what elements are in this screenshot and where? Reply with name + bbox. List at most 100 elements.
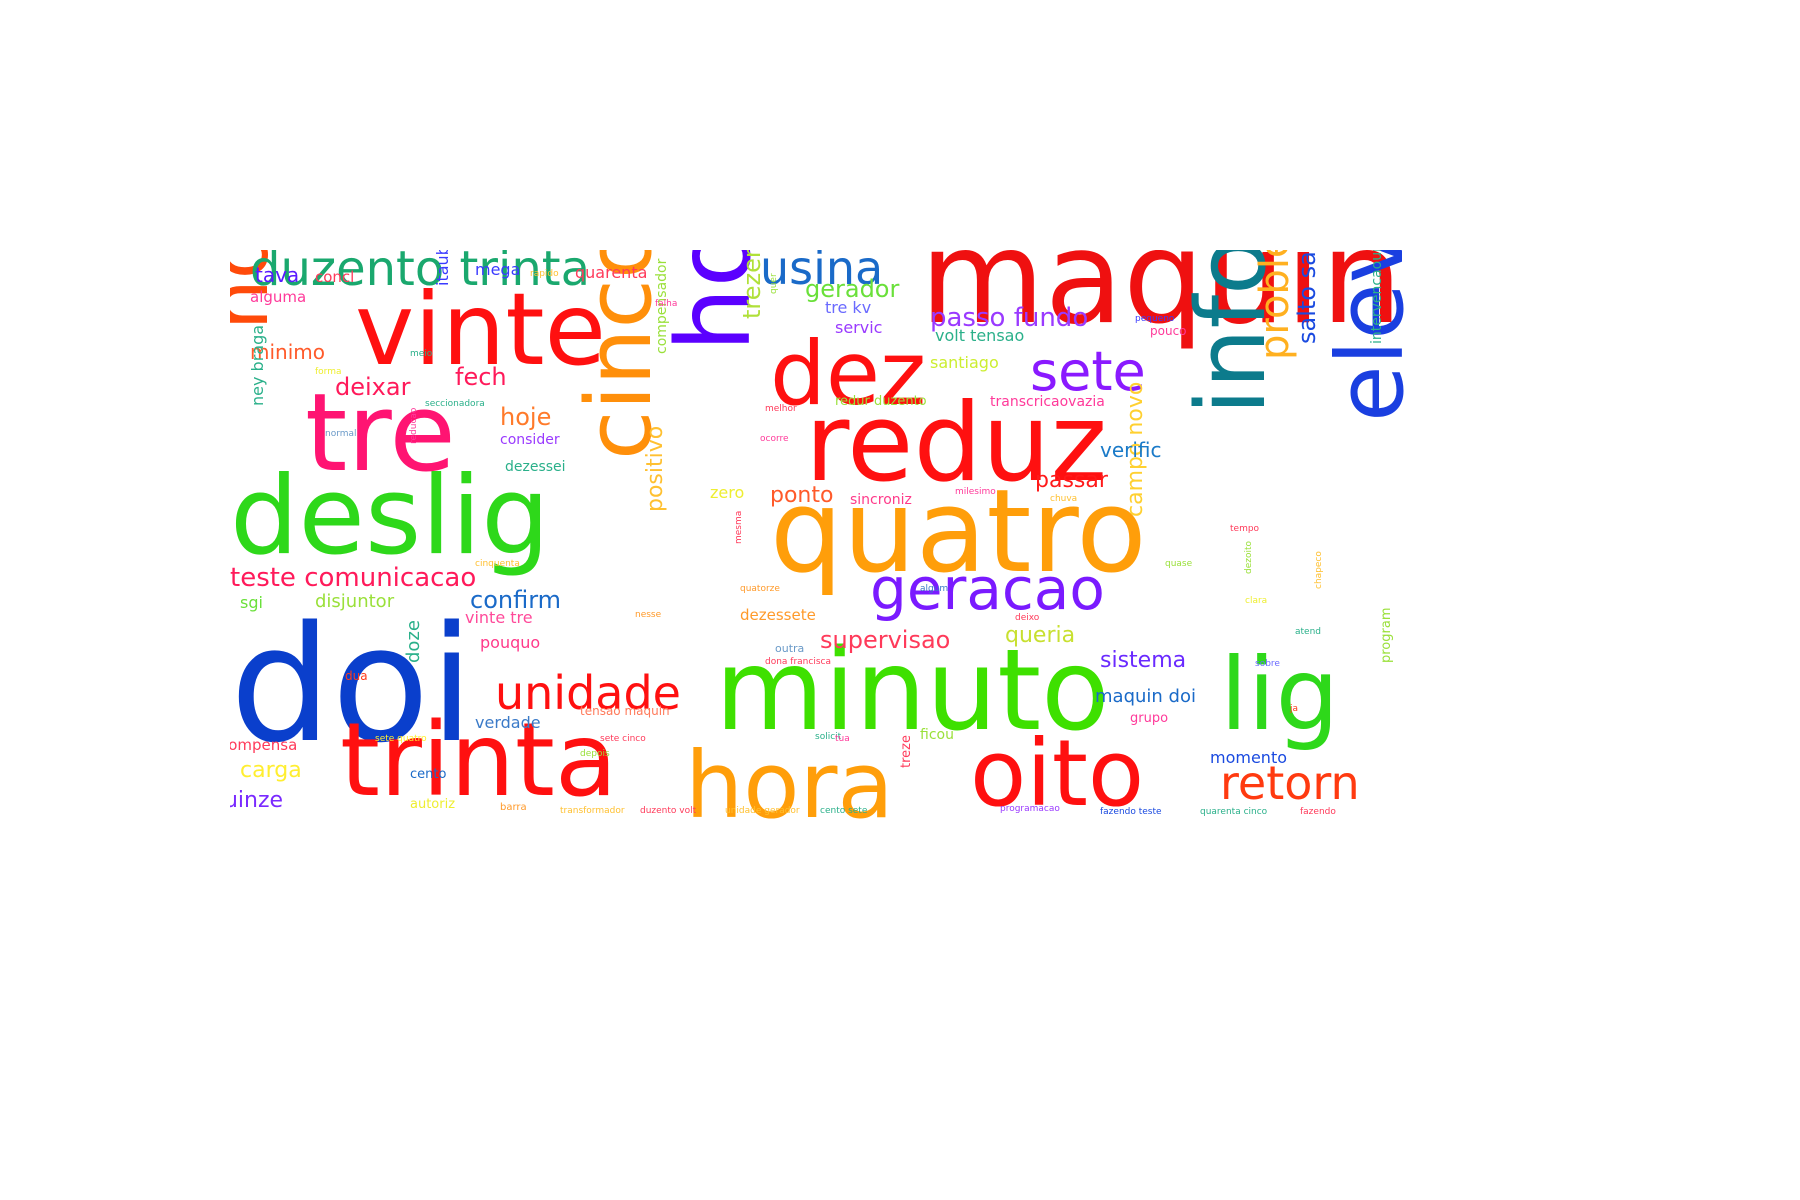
cloud-word: clara <box>1245 596 1268 606</box>
cloud-word: trinta <box>340 701 618 820</box>
cloud-word: quarenta <box>575 263 648 282</box>
cloud-word: doze <box>403 620 424 663</box>
cloud-word: dez <box>770 322 927 425</box>
cloud-word: intervencaounidade doi <box>1369 250 1385 344</box>
cloud-word: fech <box>455 363 507 391</box>
cloud-word: sincroniz <box>850 492 912 508</box>
cloud-word: teste comunicacao <box>230 563 477 593</box>
cloud-word: fazendo teste <box>1100 807 1162 817</box>
cloud-word: mesma <box>734 510 744 544</box>
cloud-word: sobre <box>1255 659 1280 669</box>
cloud-word: cento <box>410 767 447 782</box>
cloud-word: tua <box>835 734 850 744</box>
cloud-word: reducao <box>409 407 419 444</box>
cloud-word: dua <box>345 669 368 683</box>
cloud-word: alguma <box>250 288 307 306</box>
cloud-word: sete <box>1030 340 1146 403</box>
cloud-word: tensao maquin <box>580 704 670 718</box>
cloud-word: minimo <box>250 340 325 364</box>
cloud-word: falha <box>655 299 678 309</box>
cloud-word: oito <box>970 720 1145 827</box>
cloud-word: deixo <box>1015 613 1040 623</box>
cloud-word: minuto <box>715 626 1110 756</box>
cloud-word: duzento trinta <box>250 250 591 297</box>
cloud-word: supervisao <box>820 626 951 654</box>
cloud-word: quer <box>769 273 779 294</box>
cloud-word: problema <box>1252 250 1298 360</box>
cloud-word: zero <box>710 483 745 502</box>
cloud-word: autoriz <box>410 797 456 812</box>
cloud-word: algum <box>920 584 949 594</box>
cloud-word: treze <box>899 735 914 768</box>
cloud-word: outra <box>775 642 805 655</box>
cloud-word: hoje <box>500 403 552 431</box>
cloud-word: pequeno <box>1135 314 1175 324</box>
cloud-word: consider <box>500 432 560 448</box>
cloud-word: ocorre <box>760 434 789 444</box>
cloud-word: forma <box>315 367 342 377</box>
cloud-word: disjuntor <box>315 591 395 612</box>
cloud-word: rapido <box>530 269 559 279</box>
cloud-word: pouco <box>1150 324 1187 338</box>
cloud-word: dezoito <box>1244 540 1254 574</box>
cloud-word: ficou <box>920 727 954 743</box>
cloud-word: sete cinco <box>600 734 646 744</box>
cloud-word: usina <box>760 250 884 295</box>
cloud-word: solicit <box>815 732 842 742</box>
cloud-word: verific <box>1100 438 1162 462</box>
cloud-word: compensa <box>230 736 298 754</box>
cloud-word: tre <box>305 371 456 496</box>
cloud-word: tre kv <box>825 298 872 317</box>
cloud-word: chuva <box>1050 494 1078 504</box>
cloud-word: unidade <box>495 666 681 720</box>
cloud-word: cinquenta <box>475 559 520 569</box>
cloud-word: vinte tre <box>465 608 533 627</box>
cloud-word: quatorze <box>740 584 780 594</box>
cloud-word: ponto <box>770 483 834 508</box>
cloud-word: nesse <box>635 610 662 620</box>
cloud-word: melhor <box>765 404 797 414</box>
cloud-word: normal <box>325 429 357 439</box>
cloud-word: chapeco <box>1314 551 1324 589</box>
cloud-word: servic <box>835 318 883 337</box>
cloud-word: depois <box>580 749 610 759</box>
cloud-word: fazendo <box>1300 807 1336 817</box>
cloud-word: vinte <box>355 271 607 388</box>
cloud-word: geracao <box>870 555 1105 623</box>
cloud-word: maquin doi <box>1095 686 1196 707</box>
cloud-word: transformador <box>560 806 625 816</box>
cloud-word: maquin <box>920 250 1403 353</box>
cloud-word: passar <box>1035 468 1108 493</box>
cloud-word: quase <box>1165 559 1193 569</box>
cloud-word: hora <box>685 732 894 839</box>
cloud-word: dona francisca <box>765 657 831 667</box>
cloud-word: salto santiago <box>1293 250 1321 344</box>
cloud-word: programacao <box>1000 804 1060 814</box>
cloud-word: queria <box>1005 623 1076 648</box>
cloud-word: pouquo <box>480 633 541 652</box>
cloud-word: itauba <box>433 250 452 286</box>
cloud-word: mega <box>475 260 521 279</box>
cloud-word: dezessei <box>505 459 566 475</box>
cloud-word: dezessete <box>740 606 816 624</box>
cloud-word: quarenta cinco <box>1200 807 1268 817</box>
cloud-word: reduz <box>805 381 1108 506</box>
cloud-word: sete quatro <box>375 734 427 744</box>
cloud-word: sistema <box>1100 648 1187 673</box>
cloud-word: ja <box>1290 704 1299 714</box>
cloud-word: deslig <box>230 454 550 579</box>
cloud-word: trezent volt <box>738 250 766 319</box>
cloud-word: seccionadora <box>425 399 485 409</box>
cloud-word: tempo <box>1230 524 1260 534</box>
cloud-word: program <box>1379 607 1394 664</box>
cloud-word: concl <box>315 268 355 286</box>
cloud-word: duzento volt <box>640 806 697 816</box>
cloud-word: quinze <box>230 788 284 813</box>
cloud-word: unidade gerador <box>725 806 800 816</box>
cloud-word: confirm <box>470 586 562 614</box>
cloud-word: santiago <box>930 353 999 372</box>
cloud-word: ney braga <box>248 324 267 406</box>
cloud-word: milesimo <box>955 487 996 497</box>
cloud-word: barra <box>500 802 527 813</box>
cloud-word: deixar <box>335 373 411 401</box>
